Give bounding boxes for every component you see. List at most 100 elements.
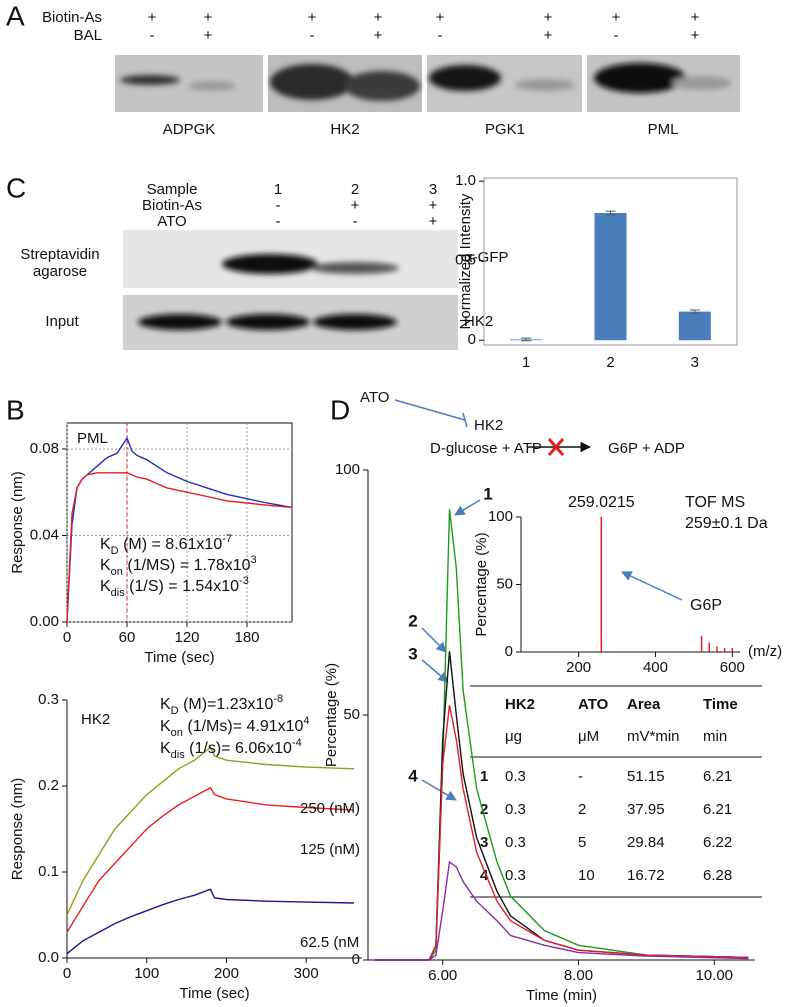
x-tick-label: 6.00 xyxy=(428,967,457,984)
peak-label: 4 xyxy=(408,766,418,785)
lane-sign: - xyxy=(614,27,619,44)
annotation-part: (1/Ms)= 4.91x10 xyxy=(183,718,304,735)
blot-label: HK2 xyxy=(464,313,493,330)
error-bar xyxy=(689,309,700,314)
lane-sign: + xyxy=(544,9,553,26)
y-axis-title: Response (nm) xyxy=(9,471,26,574)
y-tick-label: 100 xyxy=(488,508,513,525)
table-header: HK2 xyxy=(505,696,535,713)
annotation-part: on xyxy=(171,727,183,739)
protein-label: PML xyxy=(648,121,679,138)
table-unit: min xyxy=(703,728,727,745)
lane-sign: + xyxy=(612,9,621,26)
bar xyxy=(678,311,711,341)
y-tick-label: 0 xyxy=(352,951,360,968)
line-series xyxy=(66,888,355,955)
note: TOF MS xyxy=(685,494,745,511)
series-label: 250 (nM) xyxy=(300,800,360,817)
blot-label: agarose xyxy=(33,263,87,280)
row-label: BAL xyxy=(74,27,102,44)
lane-sign: + xyxy=(204,9,213,26)
x-unit: (m/z) xyxy=(748,643,782,660)
x-tick-label: 400 xyxy=(643,659,668,676)
panel-letter: C xyxy=(6,172,26,203)
x-axis-title: Time (sec) xyxy=(144,649,214,666)
lane-sign: + xyxy=(374,9,383,26)
x-tick-label: 8.00 xyxy=(564,967,593,984)
error-bar xyxy=(521,337,532,342)
annotation-part: -7 xyxy=(222,533,232,545)
y-axis-title: Response (nm) xyxy=(9,778,26,881)
annotation-part: dis xyxy=(171,749,186,761)
table-cell: 6.21 xyxy=(703,768,732,785)
inhibitor: ATO xyxy=(360,389,389,406)
x-tick-label: 0 xyxy=(63,629,71,646)
annotation: KD (M) = 8.61x10-7 xyxy=(100,533,232,557)
annotation-part: on xyxy=(111,566,123,578)
table-cell: 2 xyxy=(480,801,488,818)
lane-sign: + xyxy=(351,197,360,214)
lane-sign: - xyxy=(310,27,315,44)
y-tick-label: 0.2 xyxy=(38,777,59,794)
x-tick-label: 1 xyxy=(522,354,530,371)
lane-sign: - xyxy=(353,213,358,230)
x-tick-label: 600 xyxy=(720,659,745,676)
reaction-scheme xyxy=(394,399,592,456)
lane-sign: + xyxy=(204,27,213,44)
peak-label: 1 xyxy=(483,484,492,503)
y-axis-title: Normalized Intensity xyxy=(457,193,474,329)
annotation-part: 3 xyxy=(251,554,257,566)
line-series xyxy=(374,509,749,961)
plot-label: PML xyxy=(77,430,108,447)
y-axis-title: Percentage (%) xyxy=(473,532,490,636)
y-tick-label: 0 xyxy=(468,331,476,348)
y-tick-label: 50 xyxy=(343,706,360,723)
lane-sign: + xyxy=(308,9,317,26)
peak-label: 3 xyxy=(408,644,417,663)
annotation-part: K xyxy=(100,536,111,553)
row-label: Sample xyxy=(147,181,198,198)
lane-sign: + xyxy=(691,27,700,44)
y-tick-label: 0.1 xyxy=(38,863,59,880)
x-tick-label: 120 xyxy=(174,629,199,646)
annotation-part: -3 xyxy=(239,575,249,587)
panel-letter: A xyxy=(6,0,25,31)
bar xyxy=(594,212,627,341)
blot-a xyxy=(115,55,740,112)
annotation-part: -4 xyxy=(292,737,302,749)
y-tick-label: 0.3 xyxy=(38,691,59,708)
annotation-part: K xyxy=(160,740,171,757)
lane-sign: + xyxy=(544,27,553,44)
line-series xyxy=(66,472,293,623)
x-tick-label: 0 xyxy=(63,965,71,982)
line-series xyxy=(374,651,749,961)
y-tick-label: 0.0 xyxy=(38,949,59,966)
lane-sign: + xyxy=(429,197,438,214)
series-label: 125 (nM) xyxy=(300,841,360,858)
table-cell: 0.3 xyxy=(505,834,526,851)
table-unit: μM xyxy=(578,728,599,745)
lane-sign: - xyxy=(276,213,281,230)
enzyme: HK2 xyxy=(474,417,503,434)
table-cell: 37.95 xyxy=(627,801,665,818)
table-cell: 2 xyxy=(578,801,586,818)
table-cell: 5 xyxy=(578,834,586,851)
table-cell: 16.72 xyxy=(627,867,665,884)
annotation-part: (M) = 8.61x10 xyxy=(119,536,223,553)
annotation-part: K xyxy=(160,718,171,735)
table-cell: 4 xyxy=(480,867,489,884)
peak-label: 2 xyxy=(408,611,417,630)
lane-sign: - xyxy=(438,27,443,44)
blot-label: Input xyxy=(45,313,79,330)
lane-sign: + xyxy=(691,9,700,26)
table-cell: 51.15 xyxy=(627,768,665,785)
lane-sign: 2 xyxy=(351,181,359,198)
x-axis-title: Time (min) xyxy=(526,987,597,1004)
table-cell: 29.84 xyxy=(627,834,665,851)
table-cell: 0.3 xyxy=(505,801,526,818)
arrow-label: G6P xyxy=(690,597,722,614)
table-cell: 6.28 xyxy=(703,867,732,884)
annotation-part: K xyxy=(100,578,111,595)
x-tick-label: 10.00 xyxy=(695,967,733,984)
annotation-part: (1/s)= 6.06x10 xyxy=(185,740,292,757)
